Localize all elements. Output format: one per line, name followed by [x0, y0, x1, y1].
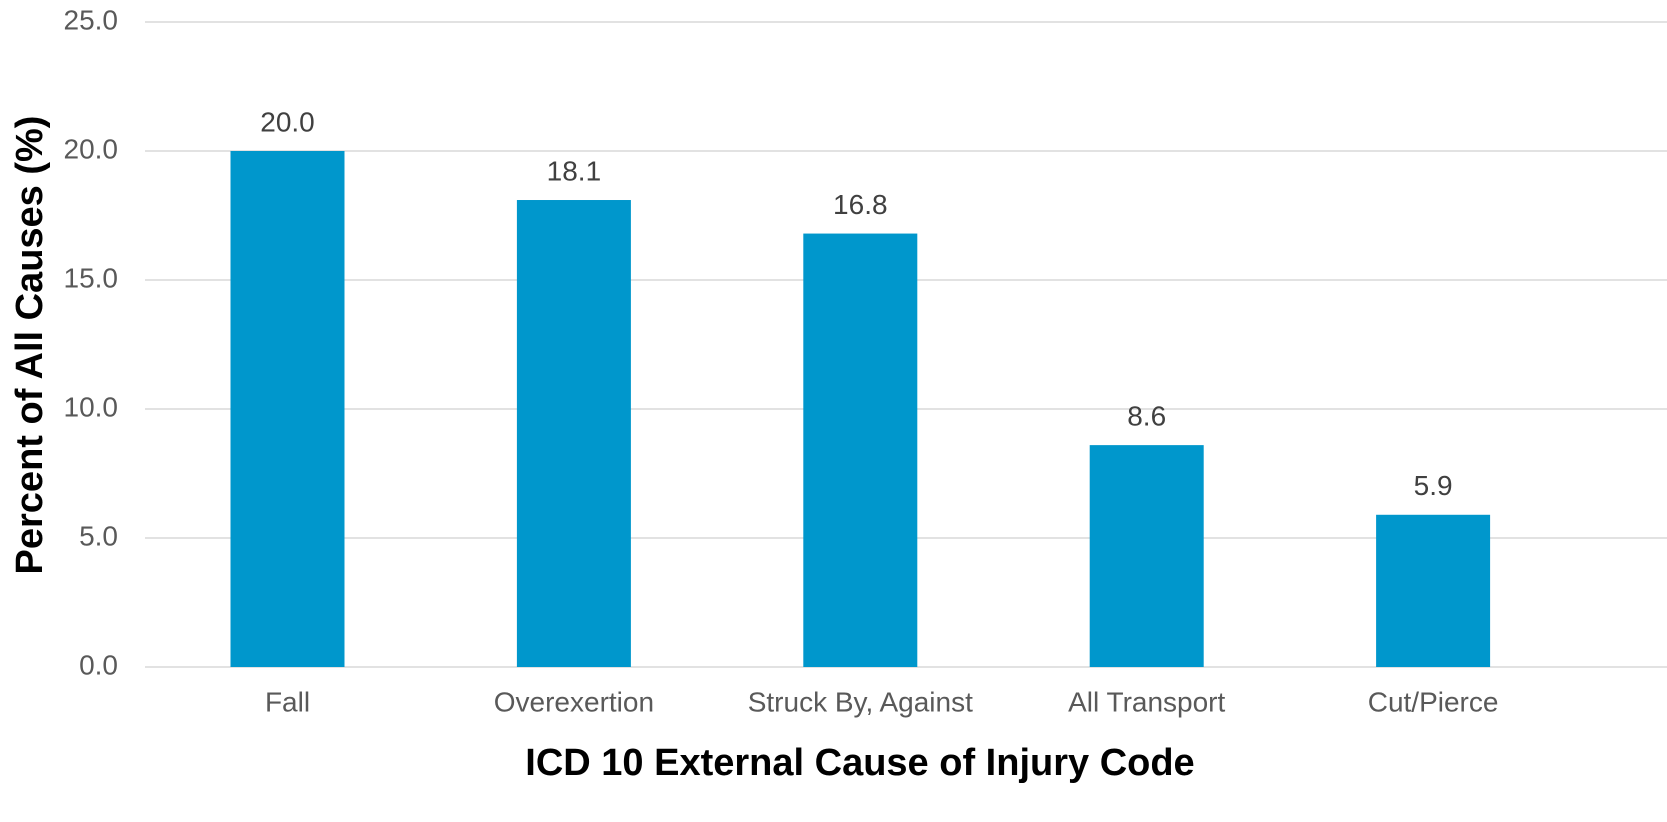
bar — [1376, 514, 1491, 667]
y-tick-label: 15.0 — [64, 262, 119, 293]
x-category-label: Struck By, Against — [748, 686, 973, 717]
x-category-label: Overexertion — [494, 686, 654, 717]
y-tick-label: 20.0 — [64, 133, 119, 164]
y-tick-label: 10.0 — [64, 391, 119, 422]
data-label: 16.8 — [833, 189, 888, 220]
y-tick-label: 5.0 — [79, 520, 118, 551]
x-category-label: Cut/Pierce — [1368, 686, 1499, 717]
y-tick-label: 0.0 — [79, 649, 118, 680]
bar — [230, 151, 345, 667]
bars — [230, 151, 1491, 667]
x-axis-title: ICD 10 External Cause of Injury Code — [525, 742, 1194, 784]
data-labels: 20.0 18.1 16.8 8.6 5.9 — [260, 106, 1452, 501]
y-tick-label: 25.0 — [64, 4, 119, 35]
x-category-label: Fall — [265, 686, 310, 717]
bar — [1089, 445, 1204, 667]
x-axis-categories: Fall Overexertion Struck By, Against All Tr… — [265, 686, 1499, 717]
y-axis-title: Percent of All Causes (%) — [9, 116, 51, 575]
data-label: 18.1 — [547, 155, 602, 186]
y-axis-ticks: 0.0 5.0 10.0 15.0 20.0 25.0 — [64, 4, 119, 680]
bar — [803, 233, 918, 667]
data-label: 20.0 — [260, 106, 315, 137]
bar — [516, 200, 631, 667]
data-label: 8.6 — [1127, 401, 1166, 432]
x-category-label: All Transport — [1068, 686, 1225, 717]
data-label: 5.9 — [1414, 470, 1453, 501]
